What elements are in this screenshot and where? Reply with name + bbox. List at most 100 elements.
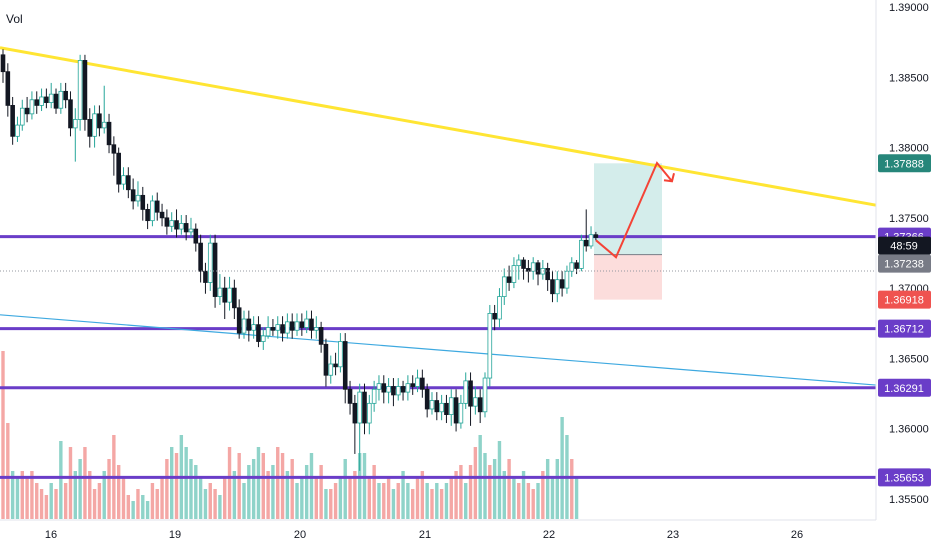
volume-bar [251,459,256,519]
candle-body [342,341,348,390]
volume-bar [10,471,15,519]
candle-body [145,209,150,222]
volume-bar [223,477,227,519]
candle-body [246,318,252,331]
candle-body [34,99,40,106]
volume-bar [444,483,449,519]
volume-bar [160,477,164,519]
candle-body [232,287,237,309]
volume-bar [121,477,126,519]
volume-bar [357,453,362,519]
volume-bar [415,477,420,519]
trendline-yellow [0,46,877,207]
price-tick-label: 1.36000 [889,424,929,436]
volume-bar [430,489,434,519]
price-tag-label: 1.36712 [884,324,924,336]
volume-bar [574,477,579,519]
volume-bar [20,471,24,519]
candle-body [482,377,488,413]
price-axis[interactable] [876,0,932,550]
time-tick-label: 26 [791,529,803,541]
price-tag-label: 1.35653 [884,472,924,484]
volume-bar [290,459,294,519]
candle-body [410,383,415,387]
candle-body [347,388,353,404]
price-tick-label: 1.35500 [889,494,929,506]
candle-body [492,313,497,320]
volume-bar [54,489,58,519]
candle-body [511,265,517,283]
volume-bar [126,495,131,519]
price-tag-badge [878,254,931,273]
volume-bar [304,465,309,519]
volume-bar [6,423,10,519]
support-resistance-levels[interactable] [0,235,876,479]
price-tags: 1.378881.3736648:591.372381.369181.36712… [878,154,931,487]
volume-bar [391,489,396,519]
candle-body [439,402,444,413]
candle-body [285,321,290,334]
time-axis[interactable] [0,520,876,550]
price-tag-badge [878,319,931,338]
candle-body [106,121,112,146]
price-tag-badge [878,468,931,487]
candle-body [270,327,276,331]
candle-body [405,383,411,393]
volume-bar [536,483,540,519]
candle-body [516,259,522,267]
volume-bar [550,477,555,519]
candle-body [19,107,25,126]
price-tag-label: 1.37888 [884,158,924,170]
candle-body [212,242,218,297]
volume-bar [68,447,73,519]
volume-bar [107,459,111,519]
candle-body [260,335,266,342]
volume-bar [145,501,150,519]
volume-bar [526,483,531,519]
candle-body [429,400,435,410]
candle-body [497,296,502,320]
volume-bar [242,483,246,519]
volume-bar [1,351,5,519]
volume-bar [141,495,145,519]
candle-body [463,380,469,404]
price-tag-label: 1.36291 [884,383,924,395]
candle-body [97,113,102,129]
price-tag-label: 1.37238 [884,259,924,271]
candle-body [82,60,88,120]
volume-bar [406,483,410,519]
candle-body [130,189,136,202]
candle-body [126,175,131,191]
candle-body [159,211,165,219]
time-tick-label: 22 [543,529,555,541]
candle-body [135,194,141,202]
candle-body [487,313,493,379]
volume-bar [136,489,140,519]
candle-body [299,321,305,328]
candle-body [501,276,507,297]
candle-body [217,287,223,297]
candle-body [140,194,146,210]
volume-bar [295,483,299,519]
volume-bar [541,471,545,519]
candle-body [5,71,11,106]
candle-body [275,324,281,331]
plot-area[interactable] [0,0,876,520]
volume-bar [97,483,102,519]
projection-path[interactable] [595,161,675,259]
trendlines[interactable] [0,46,877,386]
volume-bar [483,453,487,519]
candle-body [265,327,271,337]
volume-bar [473,447,478,519]
projection-line [595,161,673,259]
candle-body [367,402,372,424]
volume-bar [213,489,217,519]
volume-bar [218,495,222,519]
candle-body [304,318,309,328]
candle-body [468,380,473,407]
candle-body [241,318,247,334]
candle-body [338,341,343,368]
volume-bar [454,471,458,519]
volume-bar [502,471,506,519]
